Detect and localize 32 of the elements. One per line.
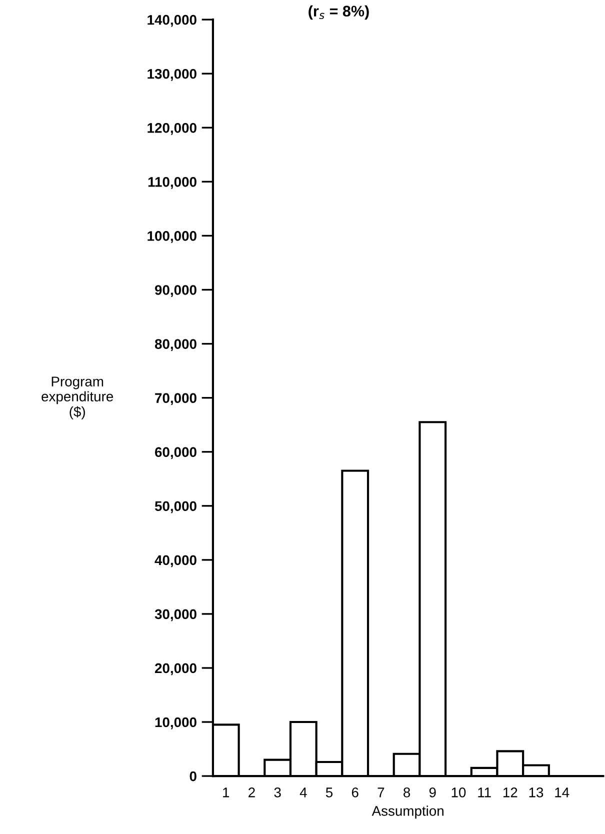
x-tick-label: 8 [404,788,410,798]
y-tick-label: 50,000 [154,501,196,514]
x-tick-label: 10 [452,788,466,798]
x-tick-label: 6 [352,788,358,798]
x-tick-label: 11 [478,788,491,798]
x-tick-label: 7 [378,788,384,798]
y-tick-label: 20,000 [154,663,196,676]
y-tick-label: 140,000 [148,14,196,27]
y-tick-label: 80,000 [154,339,196,351]
x-tick-label: 2 [248,788,255,798]
x-tick-label: 4 [300,788,307,798]
y-tick-label: 60,000 [155,447,196,460]
x-tick-label: 13 [529,788,544,798]
x-tick-label: 3 [274,788,281,798]
x-tick-label: 5 [326,788,333,798]
y-tick-label: 130,000 [148,68,196,81]
x-tick-label: 1 [223,788,230,798]
y-tick-label: 70,000 [155,393,196,405]
x-tick-label: 9 [429,788,436,798]
y-tick-label: 90,000 [154,285,196,297]
chart-title: (r$_{s}$ = 8%) [308,5,369,20]
y-tick-label: 110,000 [148,177,196,189]
y-tick-label: 10,000 [155,717,196,730]
y-tick-label: 120,000 [148,122,196,135]
x-tick-label: 14 [555,788,570,798]
y-tick-label: 100,000 [148,231,196,243]
y-tick-label: 30,000 [154,609,196,622]
x-tick-label: 12 [503,788,518,798]
y-tick-label: 40,000 [154,555,196,568]
y-tick-label: 0 [190,771,196,782]
y-axis-title: Program expenditure ($) [42,376,114,420]
x-axis-title: Assumption [372,806,444,819]
